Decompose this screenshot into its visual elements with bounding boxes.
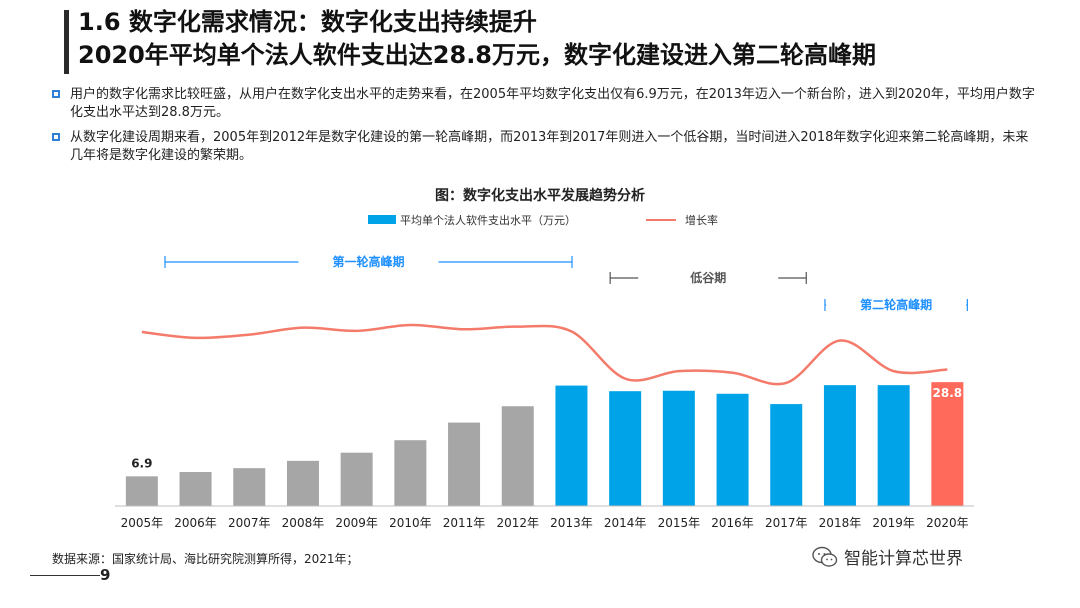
bar [770,404,803,506]
title-line-1: 1.6 数字化需求情况：数字化支出持续提升 [78,8,537,36]
bullet-list: 用户的数字化需求比较旺盛，从用户在数字化支出水平的走势来看，在2005年平均数字… [50,86,1040,172]
x-tick-label: 2018年 [819,516,862,530]
x-tick-label: 2008年 [282,516,325,530]
bar [501,406,534,506]
x-tick-label: 2007年 [228,516,271,530]
bar [662,390,695,506]
x-tick-label: 2014年 [604,516,647,530]
period-label: 第二轮高峰期 [860,297,932,312]
page-number: 9 [100,566,111,584]
page-divider [30,575,100,576]
bullet-item: 从数字化建设周期来看，2005年到2012年是数字化建设的第一轮高峰期，而201… [50,129,1040,165]
x-tick-label: 2015年 [658,516,701,530]
x-tick-label: 2013年 [550,516,593,530]
legend-line-label: 增长率 [685,213,718,227]
bar [286,460,319,506]
x-tick-label: 2017年 [765,516,808,530]
x-tick-label: 2006年 [174,516,217,530]
bar [179,472,212,506]
page-title: 1.6 数字化需求情况：数字化支出持续提升 2020年平均单个法人软件支出达28… [78,6,876,72]
bullet-text: 从数字化建设周期来看，2005年到2012年是数字化建设的第一轮高峰期，而201… [70,130,1029,163]
title-accent-bar [64,10,69,74]
square-bullet-icon [52,133,60,141]
wechat-watermark: 智能计算芯世界 [812,544,963,569]
title-line-2: 2020年平均单个法人软件支出达28.8万元，数字化建设进入第二轮高峰期 [78,41,877,69]
chart-title: 图：数字化支出水平发展趋势分析 [435,187,645,204]
x-tick-label: 2005年 [121,516,164,530]
bar [716,393,749,506]
bar [233,468,266,506]
x-tick-label: 2019年 [872,516,915,530]
wechat-icon [812,546,838,567]
growth-rate-line [141,323,948,386]
bar [609,391,642,506]
bar-data-label: 6.9 [131,456,152,470]
bullet-item: 用户的数字化需求比较旺盛，从用户在数字化支出水平的走势来看，在2005年平均数字… [50,86,1040,122]
bar-data-label: 28.8 [933,386,963,400]
bar [394,440,427,506]
bar [555,385,588,506]
bar [931,382,964,506]
x-tick-label: 2010年 [389,516,432,530]
x-tick-label: 2016年 [711,516,754,530]
x-tick-label: 2011年 [443,516,486,530]
legend-bar-swatch [368,215,396,224]
x-tick-label: 2020年 [926,516,969,530]
bar [448,422,481,506]
bar [877,385,910,506]
period-label: 第一轮高峰期 [332,254,404,269]
bar [125,476,158,506]
legend-bar-label: 平均单个法人软件支出水平（万元） [400,213,576,227]
wechat-label: 智能计算芯世界 [844,549,963,569]
data-source: 数据来源：国家统计局、海比研究院测算所得，2021年； [52,552,359,566]
bar [823,385,856,506]
bar [340,452,373,506]
x-tick-label: 2009年 [335,516,378,530]
bullet-text: 用户的数字化需求比较旺盛，从用户在数字化支出水平的走势来看，在2005年平均数字… [70,87,1035,120]
period-label: 低谷期 [689,270,726,285]
x-tick-label: 2012年 [496,516,539,530]
square-bullet-icon [52,90,60,98]
